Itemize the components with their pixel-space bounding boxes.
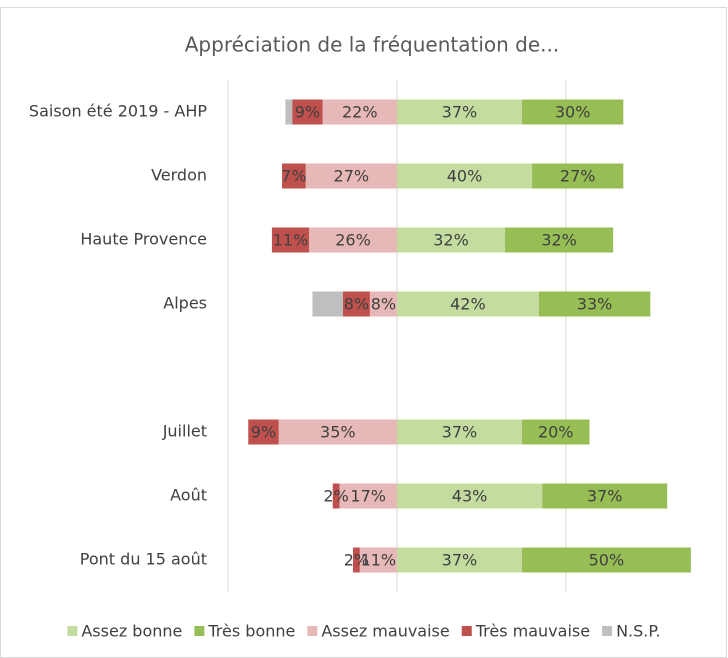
data-label: 8%: [371, 295, 396, 314]
bar-segment: [396, 483, 543, 509]
bar-segment: [396, 163, 533, 189]
y-tick-label: Juillet: [162, 422, 207, 441]
legend-swatch: [307, 626, 318, 636]
bar-segment: [505, 227, 614, 253]
bar-segment: [521, 547, 691, 573]
bar-segment: [248, 419, 279, 445]
y-tick-label: Haute Provence: [80, 230, 207, 249]
legend-label: Très bonne: [207, 622, 295, 641]
bar-segment: [322, 99, 397, 125]
bar-segment: [532, 163, 624, 189]
data-label: 43%: [452, 487, 488, 506]
legend-label: Assez bonne: [81, 622, 182, 641]
bar-segment: [521, 419, 590, 445]
legend-swatch: [67, 626, 78, 636]
data-label: 32%: [541, 231, 577, 250]
data-label: 50%: [589, 551, 625, 570]
bar-segment: [359, 547, 397, 573]
bar-segment: [538, 291, 651, 317]
bar-segment: [396, 291, 539, 317]
y-tick-label: Pont du 15 août: [80, 550, 207, 569]
bar-segment: [542, 483, 668, 509]
data-label: 11%: [361, 551, 397, 570]
data-label: 2%: [323, 487, 348, 506]
data-label: 32%: [433, 231, 469, 250]
bar-segment: [396, 99, 522, 125]
bar-segment: [305, 163, 397, 189]
y-tick-label: Verdon: [151, 166, 207, 185]
data-label: 37%: [442, 103, 478, 122]
bar-segment: [292, 99, 323, 125]
bar-segment: [396, 227, 506, 253]
legend-swatch: [461, 626, 472, 636]
data-label: 42%: [450, 295, 486, 314]
data-label: 37%: [587, 487, 623, 506]
bar-segment: [369, 291, 397, 317]
data-label: 26%: [335, 231, 371, 250]
data-label: 11%: [273, 231, 309, 250]
legend-label: Assez mauvaise: [321, 622, 449, 641]
y-tick-label: Alpes: [163, 294, 207, 313]
bar-segment: [285, 99, 293, 125]
data-label: 27%: [560, 167, 596, 186]
chart-title: Appréciation de la fréquentation de...: [185, 33, 559, 57]
data-label: 9%: [251, 423, 276, 442]
data-label: 35%: [320, 423, 356, 442]
bar-segment: [278, 419, 397, 445]
bar-segment: [396, 547, 522, 573]
bar-segment: [521, 99, 624, 125]
data-label: 20%: [538, 423, 574, 442]
bar-segment: [309, 227, 397, 253]
bar-segment: [353, 547, 360, 573]
y-tick-label: Saison été 2019 - AHP: [29, 102, 207, 121]
bar-segment: [342, 291, 370, 317]
data-label: 7%: [281, 167, 306, 186]
data-label: 33%: [577, 295, 613, 314]
data-label: 2%: [344, 551, 369, 570]
data-label: 9%: [295, 103, 320, 122]
data-label: 37%: [442, 551, 478, 570]
data-label: 27%: [334, 167, 370, 186]
data-label: 8%: [344, 295, 369, 314]
data-label: 17%: [350, 487, 386, 506]
bar-segment: [339, 483, 397, 509]
y-tick-label: Août: [170, 486, 207, 505]
legend-label: Très mauvaise: [475, 622, 590, 641]
legend-swatch: [194, 626, 205, 636]
bar-segment: [312, 291, 343, 317]
data-label: 30%: [555, 103, 591, 122]
data-label: 37%: [442, 423, 478, 442]
data-label: 40%: [447, 167, 483, 186]
legend-label: N.S.P.: [616, 622, 661, 641]
bar-segment: [332, 483, 340, 509]
bar-segment: [396, 419, 522, 445]
legend-swatch: [602, 626, 613, 636]
data-label: 22%: [342, 103, 378, 122]
bar-segment: [271, 227, 310, 253]
bar-segment: [282, 163, 306, 189]
